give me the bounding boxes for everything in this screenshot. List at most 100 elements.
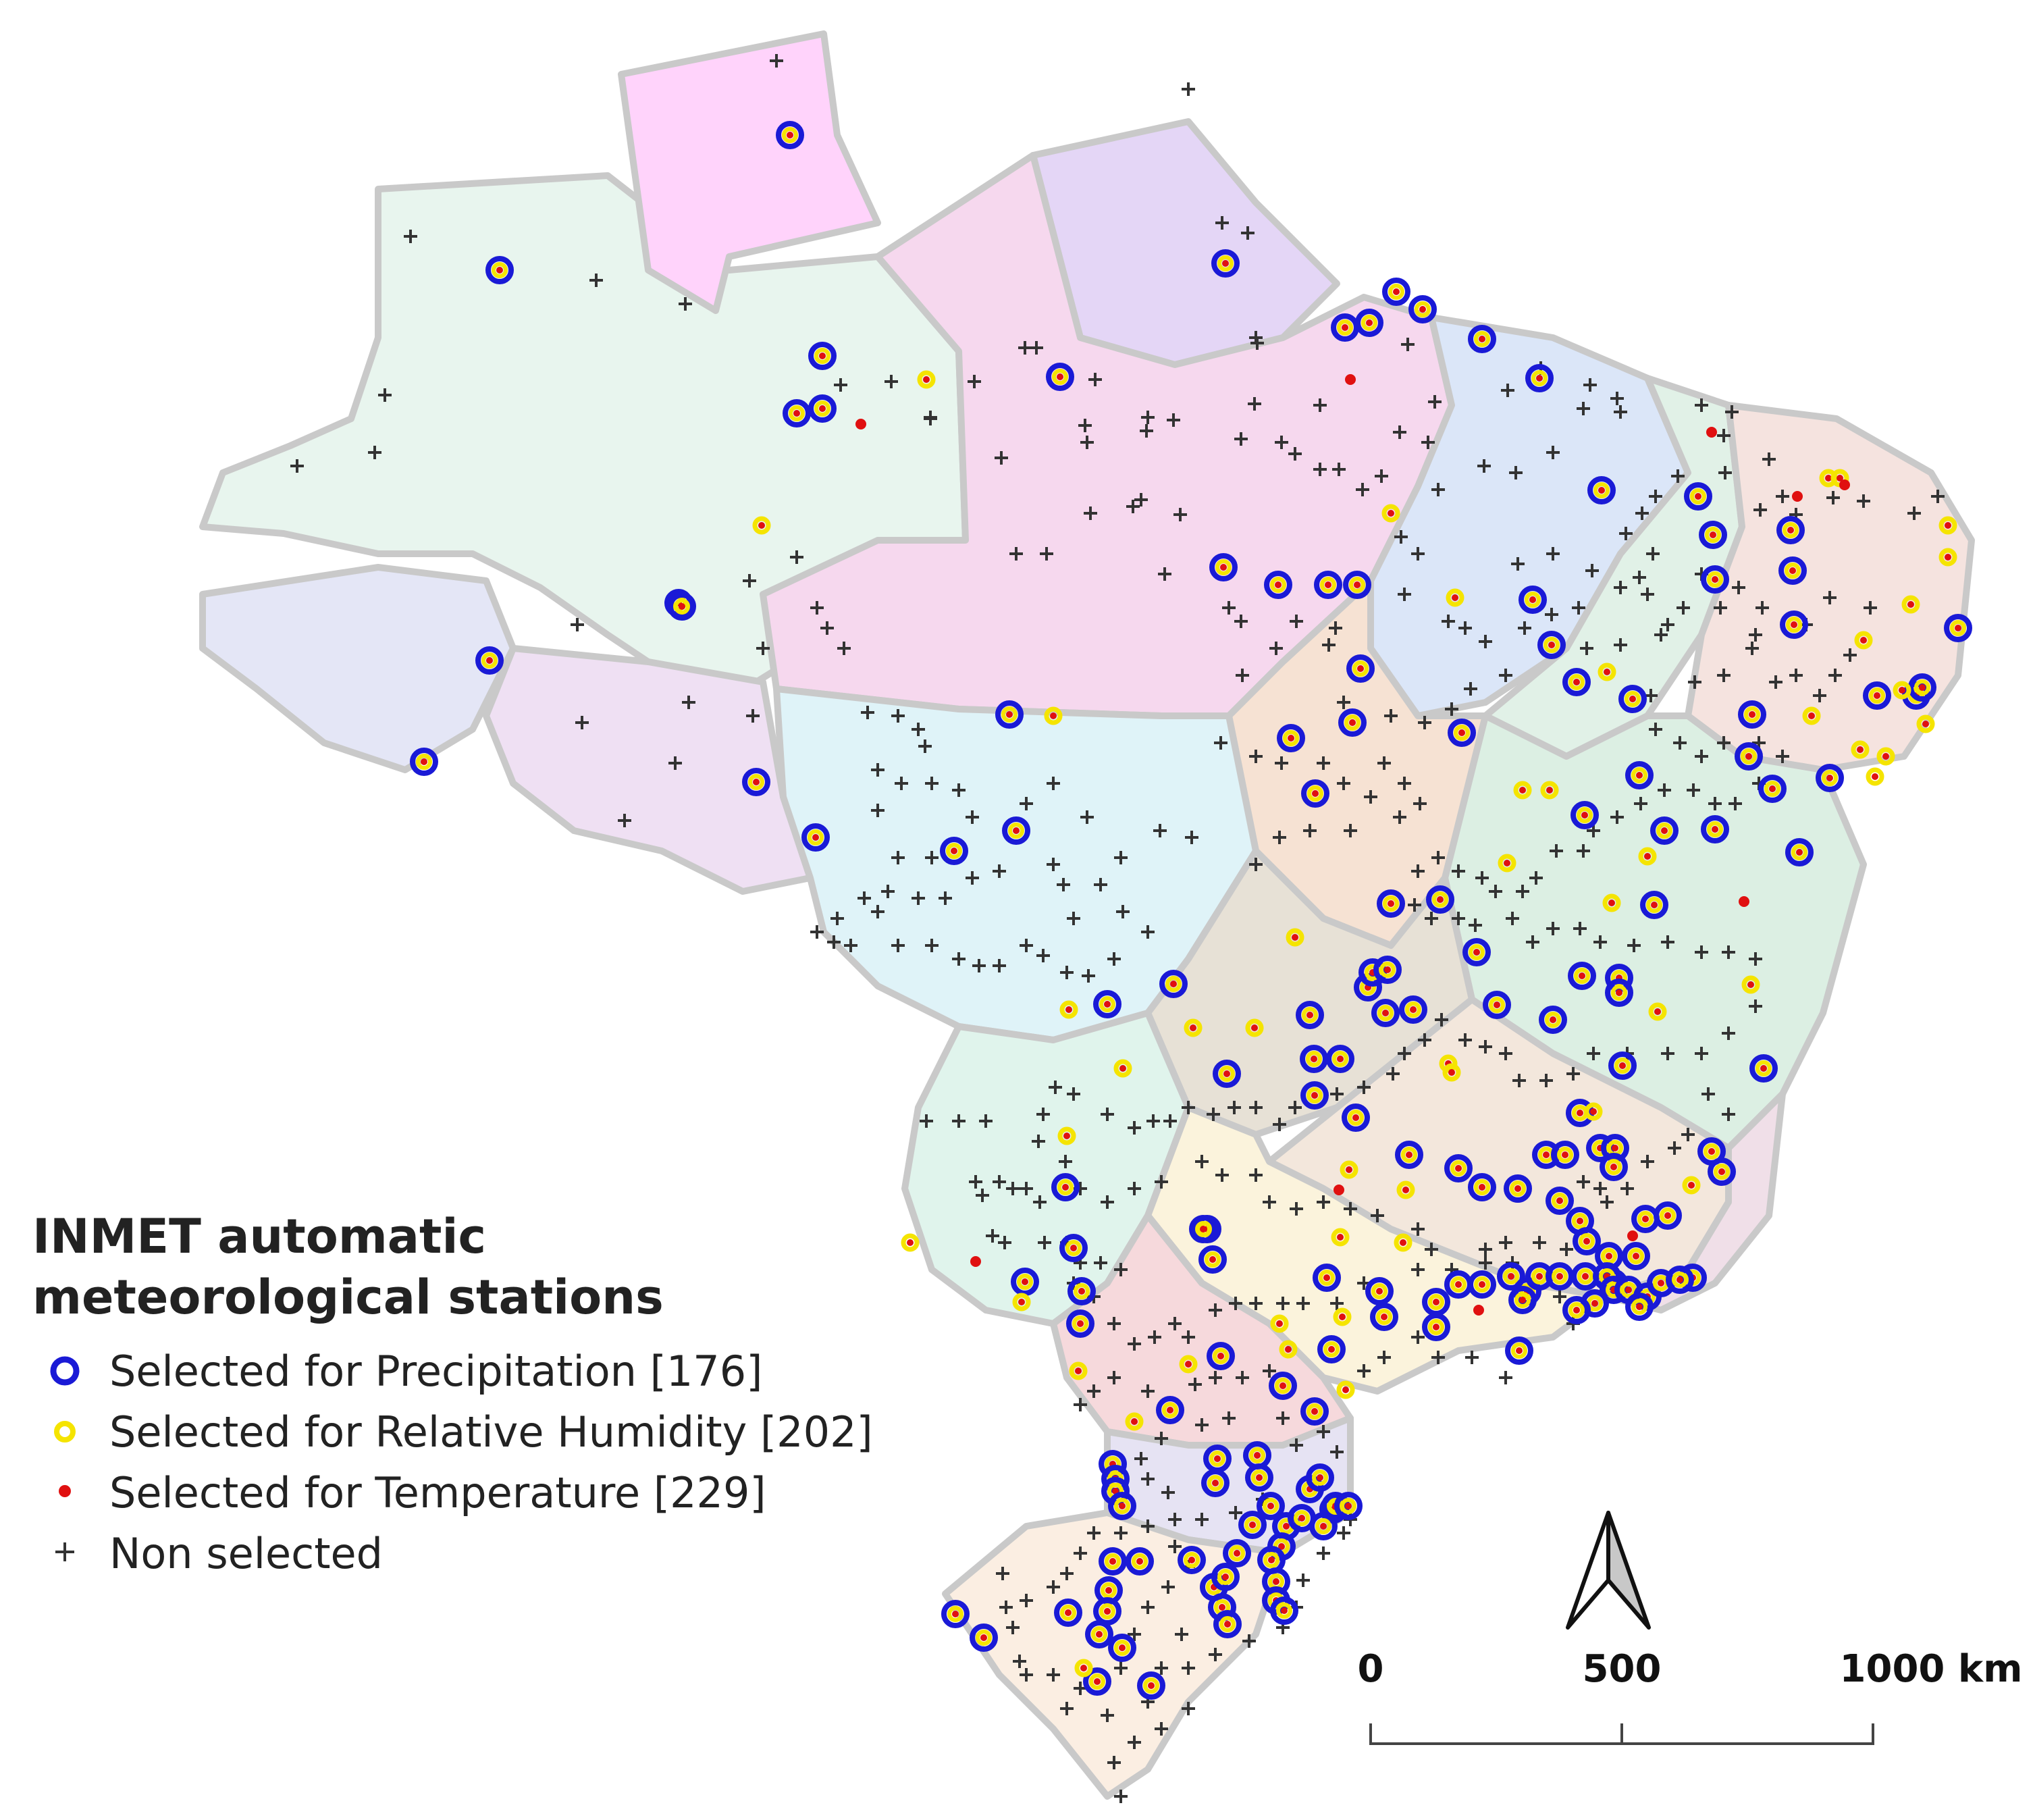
plus-marker (1168, 1513, 1182, 1526)
plus-marker (1006, 1621, 1020, 1634)
station-marker (1209, 553, 1238, 581)
station-marker (1498, 854, 1516, 873)
plus-marker (920, 1114, 933, 1128)
plus-marker (1464, 682, 1477, 696)
plus-marker (885, 375, 898, 388)
station-marker (1340, 1160, 1358, 1179)
plus-marker (1317, 1195, 1330, 1209)
station-marker (1137, 1671, 1165, 1700)
station-marker (1462, 938, 1491, 966)
plus-marker (1577, 844, 1590, 858)
plus-marker (1141, 1519, 1155, 1533)
plus-marker (1330, 1087, 1344, 1101)
plus-marker (1511, 557, 1525, 571)
station-marker (1394, 1233, 1412, 1252)
plus-marker (404, 230, 417, 243)
plus-marker (1546, 922, 1560, 935)
plus-marker (1431, 1351, 1445, 1364)
plus-marker (1408, 898, 1421, 912)
station-marker (752, 516, 771, 535)
legend: INMET automatic meteorological stations … (32, 1209, 873, 1578)
station-marker (1342, 1103, 1370, 1132)
plus-marker (1134, 493, 1148, 506)
plus-marker (996, 1567, 1009, 1580)
plus-marker (1717, 429, 1731, 442)
plus-marker (1620, 1182, 1634, 1195)
station-marker (1300, 1397, 1329, 1426)
plus-marker (1634, 797, 1647, 810)
plus-marker (830, 912, 844, 925)
plus-marker (827, 935, 841, 949)
plus-marker (1661, 618, 1674, 631)
plus-marker (1668, 1141, 1681, 1155)
plus-marker (1506, 912, 1519, 925)
station-marker (1650, 816, 1679, 845)
station-marker (1301, 779, 1329, 808)
plus-marker (1695, 398, 1708, 412)
plus-marker (1577, 1175, 1590, 1189)
plus-marker (1185, 831, 1198, 844)
plus-marker (1317, 1546, 1330, 1560)
station-marker (808, 342, 837, 370)
station-marker (1213, 1610, 1242, 1638)
station-marker (1504, 1174, 1532, 1203)
plus-marker (1249, 1101, 1263, 1114)
station-marker (1908, 673, 1936, 702)
plus-marker (1082, 969, 1095, 983)
plus-marker (1078, 419, 1092, 432)
station-marker (1851, 740, 1870, 759)
plus-marker (1717, 736, 1731, 750)
plus-marker (1036, 949, 1050, 962)
plus-marker (1182, 82, 1195, 96)
plus-marker (1755, 601, 1769, 615)
station-marker (1203, 1445, 1232, 1473)
plus-marker (1749, 999, 1762, 1013)
plus-marker (1828, 669, 1842, 682)
station-marker (1343, 571, 1371, 599)
plus-marker (995, 451, 1008, 465)
plus-marker (1364, 790, 1377, 804)
plus-marker (1337, 1526, 1350, 1540)
station-marker (1184, 1018, 1203, 1037)
plus-marker (1242, 1634, 1256, 1648)
station-marker (783, 399, 811, 427)
station-marker (1093, 1597, 1121, 1626)
plus-marker (1273, 831, 1286, 844)
plus-marker (1435, 1013, 1448, 1026)
station-marker (1300, 1081, 1329, 1110)
station-marker (1893, 681, 1911, 700)
plus-marker (1635, 506, 1649, 520)
plus-marker (1249, 858, 1263, 871)
station-marker (1785, 838, 1814, 866)
plus-marker (1610, 392, 1624, 405)
plus-marker (1209, 1303, 1222, 1317)
station-marker (410, 748, 438, 776)
plus-marker (1337, 696, 1350, 709)
station-marker (1625, 1293, 1654, 1321)
plus-marker (952, 783, 966, 797)
station-marker (1044, 706, 1063, 725)
plus-marker (1687, 783, 1700, 797)
plus-marker (1600, 1195, 1614, 1209)
plus-marker (1654, 628, 1668, 642)
plus-marker (1317, 1425, 1330, 1438)
plus-marker (1553, 1290, 1566, 1303)
plus-marker (968, 375, 981, 388)
plus-marker (1275, 756, 1288, 770)
plus-marker (1182, 1330, 1195, 1344)
station-marker (1331, 313, 1359, 342)
plus-marker (1195, 1155, 1209, 1168)
plus-marker (368, 446, 381, 459)
plus-marker (1038, 1236, 1051, 1249)
station-marker (1245, 1463, 1273, 1492)
station-marker (1189, 1215, 1217, 1243)
plus-marker (1708, 797, 1722, 810)
state-region (1685, 402, 1975, 773)
plus-marker (1332, 463, 1346, 476)
plus-icon (55, 1542, 74, 1561)
plus-marker (925, 851, 939, 864)
station-marker (1126, 1547, 1154, 1576)
station-marker (1684, 482, 1712, 511)
plus-marker (1088, 373, 1102, 386)
plus-marker (1428, 395, 1442, 409)
